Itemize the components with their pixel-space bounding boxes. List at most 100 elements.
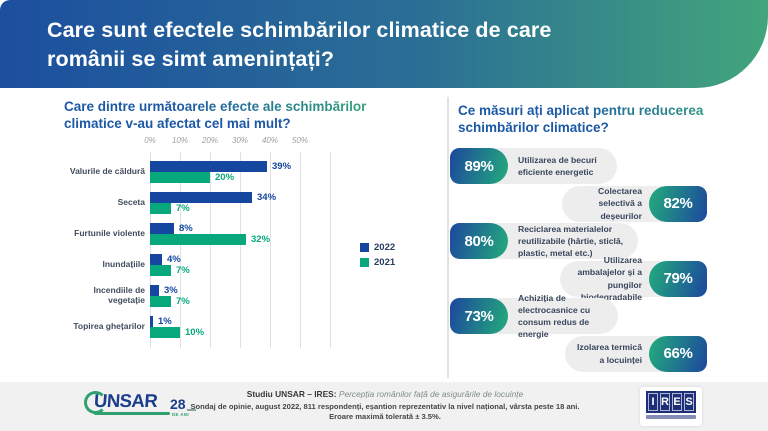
measure-label: Achiziția de electrocasnice cu consum re… — [518, 292, 591, 340]
unsar-years: 28 — [170, 396, 186, 412]
measure-label: Utilizarea ambalajelor și a pungilor bio… — [577, 255, 643, 302]
measure-item: Colectarea selectivă a deșeurilor 82% — [450, 185, 768, 222]
bar-2022 — [150, 192, 252, 203]
measure-percent-badge: 80% — [450, 223, 508, 259]
measures-title: Ce măsuri ați aplicat pentru reducerea s… — [458, 102, 760, 137]
legend-label: 2022 — [374, 242, 396, 253]
value-label-2021: 32% — [251, 234, 271, 245]
measure-item: Izolarea termică a locuinței 66% — [450, 335, 768, 372]
unsar-swoosh — [94, 412, 170, 415]
measure-item: Achiziția de electrocasnice cu consum re… — [450, 292, 768, 340]
page-title-line1: Care sunt efectele schimbărilor climatic… — [47, 18, 552, 42]
measure-label: Colectarea selectivă a deșeurilor — [598, 186, 642, 221]
page-title: Care sunt efectele schimbărilor climatic… — [47, 16, 708, 73]
axis-tick-label: 50% — [291, 136, 308, 145]
bar-2021 — [150, 265, 171, 276]
footer-methodology-line: Sondaj de opinie, august 2022, 811 respo… — [190, 401, 580, 411]
bar-2021 — [150, 296, 171, 307]
chart-title-line1: Care dintre următoarele efecte ale schim… — [64, 98, 400, 115]
legend-entry: 2021 — [360, 257, 395, 268]
ires-letter: E — [672, 393, 682, 411]
value-label-2022: 1% — [158, 316, 172, 327]
category-label: Furtunile violente — [74, 227, 145, 238]
unsar-logo: UNSAR 28 DE ANI — [84, 390, 196, 424]
legend-label: 2021 — [374, 257, 396, 268]
value-label-2021: 20% — [215, 172, 235, 183]
chart-row: Valurile de căldură 39% 20% — [62, 160, 434, 191]
chart-title: Care dintre următoarele efecte ale schim… — [64, 98, 400, 133]
value-label-2022: 4% — [167, 254, 181, 265]
footer-study-line: Studiu UNSAR – IRES: Percepția românilor… — [170, 389, 600, 399]
legend-swatch — [360, 258, 369, 267]
chart-row: Seceta 34% 7% — [62, 191, 434, 222]
chart-row: Inundațiile 4% 7% — [62, 253, 434, 284]
measure-percent-badge: 89% — [450, 148, 508, 184]
chart-row: Furtunile violente 8% 32% — [62, 222, 434, 253]
chart-row: Topirea ghețarilor 1% 10% — [62, 315, 434, 346]
measure-percent-badge: 82% — [649, 185, 707, 222]
value-label-2021: 7% — [176, 203, 190, 214]
axis-tick-label: 10% — [171, 136, 188, 145]
category-label: Topirea ghețarilor — [73, 320, 145, 331]
footer-error-line: Eroare maximă tolerată ± 3.5%. — [329, 412, 441, 421]
panel-divider — [447, 97, 449, 378]
chart-row: Incendiile de vegetație 3% 7% — [62, 284, 434, 315]
measure-percent-badge: 79% — [649, 260, 707, 297]
measure-item: Reciclarea materialelor reutilizabile (h… — [450, 223, 768, 259]
axis-tick-label: 20% — [201, 136, 218, 145]
bar-2022 — [150, 161, 267, 172]
chart-legend: 2022 2021 — [360, 242, 395, 272]
bar-2022 — [150, 285, 159, 296]
value-label-2022: 39% — [272, 161, 292, 172]
axis-tick-label: 30% — [231, 136, 248, 145]
footer-bar: UNSAR 28 DE ANI Studiu UNSAR – IRES: Per… — [0, 382, 768, 431]
gridline — [150, 152, 151, 348]
ires-letter: I — [648, 393, 658, 411]
measure-percent-badge: 66% — [649, 335, 707, 372]
axis-tick-label: 0% — [144, 136, 156, 145]
chart-title-line2: climatice v-au afectat cel mai mult? — [64, 116, 291, 132]
measure-label: Utilizarea de becuri eficiente energetic — [518, 154, 597, 177]
measures-panel: Ce măsuri ați aplicat pentru reducerea s… — [450, 96, 768, 382]
footer-study-note: Studiu UNSAR – IRES: Percepția românilor… — [170, 389, 600, 421]
measures-title-line1: Ce măsuri ați aplicat pentru reducerea — [458, 102, 760, 119]
legend-swatch — [360, 243, 369, 252]
value-label-2021: 10% — [185, 327, 205, 338]
gridline — [240, 152, 241, 348]
header-banner: Care sunt efectele schimbărilor climatic… — [0, 0, 768, 88]
measure-label: Reciclarea materialelor reutilizabile (h… — [518, 223, 624, 259]
measure-item: Utilizarea de becuri eficiente energetic… — [450, 148, 768, 184]
axis-tick-label: 40% — [261, 136, 278, 145]
bar-2022 — [150, 316, 153, 327]
bar-2021 — [150, 172, 210, 183]
effects-bar-chart: Care dintre următoarele efecte ale schim… — [62, 96, 434, 380]
category-label: Valurile de căldură — [69, 165, 145, 176]
bar-2022 — [150, 223, 174, 234]
value-label-2021: 7% — [176, 265, 190, 276]
page-title-line2: românii se simt amenințați? — [47, 46, 335, 71]
footer-study-bold: Studiu UNSAR – IRES: — [246, 389, 337, 399]
unsar-dash — [187, 409, 196, 411]
bar-2022 — [150, 254, 162, 265]
unsar-logo-text: UNSAR — [93, 390, 159, 411]
gridline — [300, 152, 301, 348]
measure-item: Utilizarea ambalajelor și a pungilor bio… — [450, 255, 768, 302]
gridline — [330, 152, 331, 348]
legend-entry: 2022 — [360, 242, 395, 253]
measures-title-line2: schimbărilor climatice? — [458, 120, 609, 136]
gridline — [180, 152, 181, 348]
chart-axis-ticks: 0% 10% 20% 30% 40% 50% — [144, 136, 370, 148]
category-label: Seceta — [117, 196, 145, 207]
ires-letter: R — [660, 393, 670, 411]
bar-2021 — [150, 234, 246, 245]
measure-label: Izolarea termică a locuinței — [577, 342, 642, 365]
measure-percent-badge: 73% — [450, 298, 508, 334]
value-label-2022: 8% — [179, 223, 193, 234]
ires-letter: S — [684, 393, 694, 411]
gridline — [210, 152, 211, 348]
value-label-2021: 7% — [176, 296, 190, 307]
category-label: Incendiile de vegetație — [93, 285, 146, 305]
